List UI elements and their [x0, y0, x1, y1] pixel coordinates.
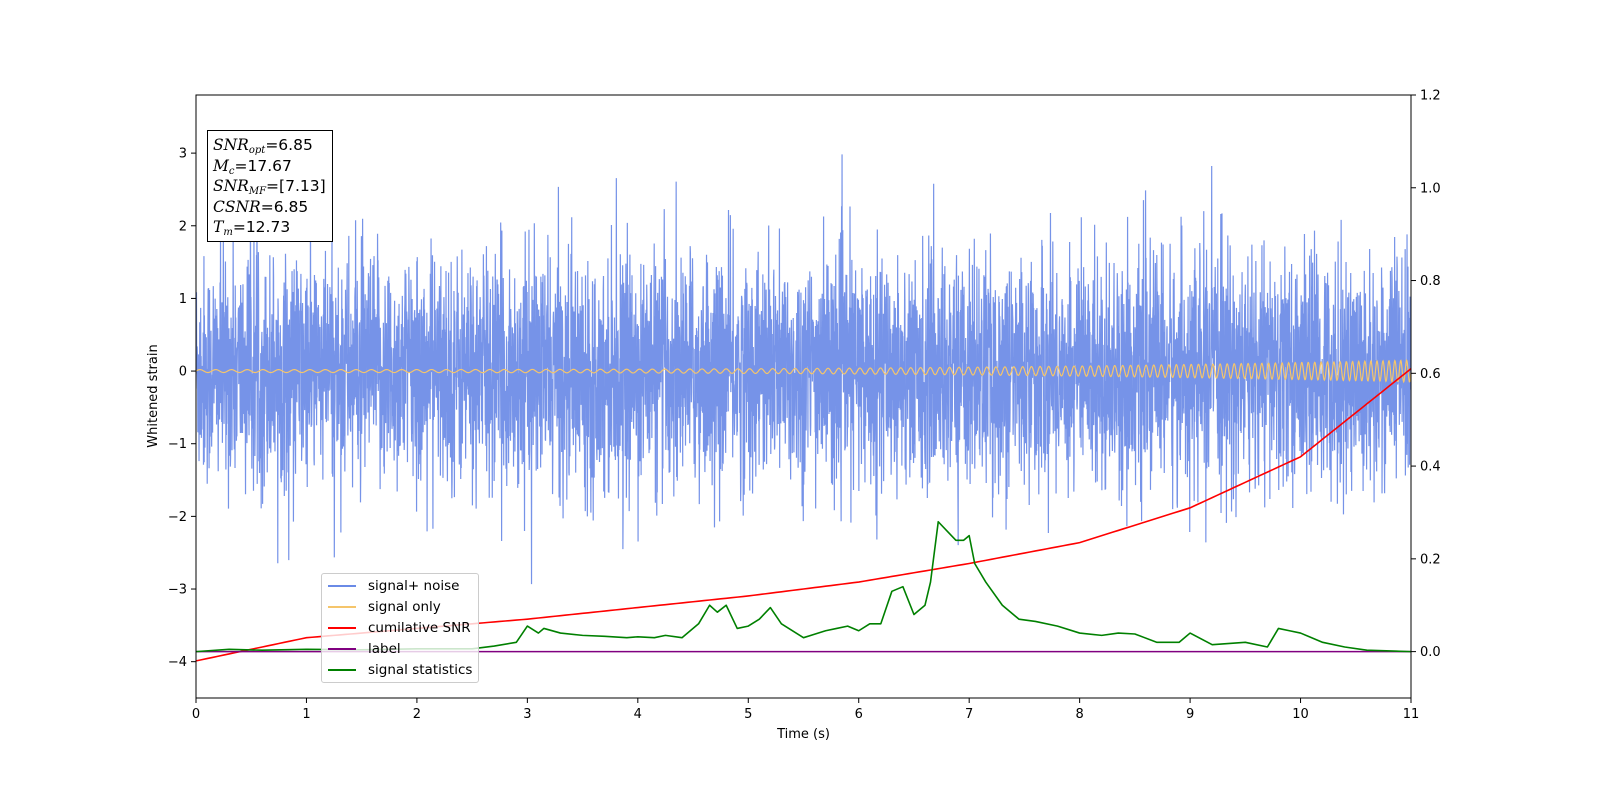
- y2-tick-label: 0.6: [1420, 367, 1441, 382]
- x-axis-label: Time (s): [776, 727, 830, 742]
- y-tick-label: −3: [168, 583, 187, 598]
- y-axis-label: Whitened strain: [146, 344, 161, 447]
- y2-tick-label: 0.4: [1420, 460, 1441, 475]
- legend-swatch-label: [328, 647, 356, 650]
- plot-frame: [195, 94, 1412, 699]
- legend-swatch-signal-statistics: [328, 668, 356, 671]
- series-signal-noise: [196, 154, 1411, 585]
- legend-item-signal-statistics: signal statistics: [328, 659, 472, 680]
- snr-mf-line: SNRMF=[7.13]: [213, 177, 326, 197]
- legend-item-label: label: [328, 638, 472, 659]
- tm-line: Tm=12.73: [213, 218, 291, 238]
- y-tick-label: 3: [179, 147, 187, 162]
- y-tick-label: 0: [179, 365, 187, 380]
- stats-annotation-box: SNRopt=6.85 Mc=17.67 SNRMF=[7.13] CSNR=6…: [207, 130, 333, 242]
- snr-mf-value: =[7.13]: [266, 177, 326, 195]
- legend: signal+ noise signal only cumilative SNR…: [321, 573, 480, 683]
- snr-opt-line: SNRopt=6.85: [213, 136, 313, 156]
- y2-tick-label: 0.0: [1420, 645, 1441, 660]
- y2-tick-label: 1.0: [1420, 181, 1441, 196]
- y2-tick-label: 1.2: [1420, 89, 1441, 104]
- y-tick-label: −1: [168, 437, 187, 452]
- mc-line: Mc=17.67: [213, 156, 292, 177]
- x-tick-label: 6: [855, 707, 863, 722]
- x-tick-label: 11: [1403, 707, 1420, 722]
- csnr-line: CSNR=6.85: [213, 197, 309, 216]
- series-signal-only: [196, 358, 1411, 384]
- x-tick-label: 2: [413, 707, 421, 722]
- legend-item-signal-only: signal only: [328, 597, 472, 618]
- y2-tick-label: 0.8: [1420, 274, 1441, 289]
- x-tick-label: 8: [1075, 707, 1083, 722]
- legend-swatch-signal-noise: [328, 585, 356, 588]
- legend-item-signal-noise: signal+ noise: [328, 576, 472, 597]
- x-tick-label: 0: [192, 707, 200, 722]
- legend-label-signal-noise: signal+ noise: [368, 578, 460, 595]
- y-tick-label: 1: [179, 292, 187, 307]
- legend-label-label: label: [368, 640, 401, 657]
- y-tick-label: −4: [168, 655, 187, 670]
- x-tick-label: 7: [965, 707, 973, 722]
- x-tick-label: 10: [1292, 707, 1309, 722]
- mc-value: =17.67: [234, 156, 292, 175]
- legend-label-signal-statistics: signal statistics: [368, 661, 473, 678]
- x-tick-label: 5: [744, 707, 752, 722]
- legend-swatch-signal-only: [328, 606, 356, 609]
- x-tick-label: 1: [302, 707, 310, 722]
- legend-label-cumulative-snr: cumilative SNR: [368, 619, 471, 636]
- csnr-value: =6.85: [260, 197, 309, 216]
- x-tick-label: 3: [523, 707, 531, 722]
- snr-opt-value: =6.85: [265, 136, 313, 154]
- legend-swatch-cumulative-snr: [328, 626, 356, 629]
- y-tick-label: −2: [168, 510, 187, 525]
- y-tick-label: 2: [179, 219, 187, 234]
- x-tick-label: 4: [634, 707, 642, 722]
- x-tick-label: 9: [1186, 707, 1194, 722]
- series-signal-statistics: [196, 520, 1411, 653]
- legend-label-signal-only: signal only: [368, 599, 441, 616]
- tm-value: =12.73: [232, 218, 291, 236]
- legend-item-cumulative-snr: cumilative SNR: [328, 618, 472, 639]
- y2-tick-label: 0.2: [1420, 552, 1441, 567]
- axis-ticks: 0 1 2 3 4 5 6 7 8 9 10 113210−1−2−3−41.21.00.80.60.…: [168, 89, 1441, 723]
